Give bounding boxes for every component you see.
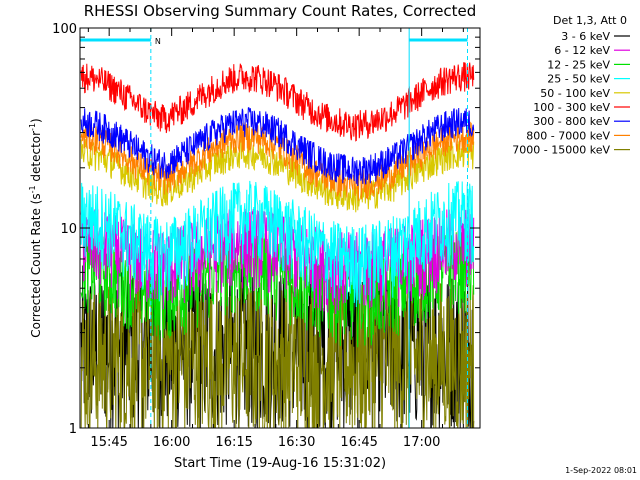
legend-label: 3 - 6 keV	[561, 30, 610, 43]
series-line	[80, 137, 475, 213]
legend-label: 300 - 800 keV	[533, 115, 610, 128]
x-tick-label: 16:15	[215, 435, 252, 450]
series-line	[80, 208, 475, 315]
series-line	[80, 180, 475, 308]
legend-header: Det 1,3, Att 0	[553, 14, 627, 27]
legend-label: 800 - 7000 keV	[526, 129, 610, 142]
y-tick-label: 1	[69, 422, 77, 437]
legend-label: 50 - 100 keV	[540, 87, 610, 100]
x-tick-label: 15:45	[90, 435, 127, 450]
x-tick-label: 16:00	[153, 435, 190, 450]
legend-label: 12 - 25 keV	[547, 58, 610, 71]
series-line	[80, 275, 475, 428]
y-tick-label: 100	[52, 22, 77, 37]
y-axis-label: Corrected Count Rate (s-1 detector-1)	[28, 118, 43, 337]
legend-label: 7000 - 15000 keV	[512, 144, 610, 157]
night-label: N	[155, 37, 161, 46]
data-layer	[80, 62, 475, 428]
y-tick-label: 10	[60, 222, 77, 237]
series-line	[80, 62, 475, 142]
x-tick-label: 17:00	[403, 435, 440, 450]
x-tick-label: 16:30	[278, 435, 315, 450]
timestamp: 1-Sep-2022 08:01	[565, 466, 637, 475]
series-line	[80, 121, 475, 201]
chart-title: RHESSI Observing Summary Count Rates, Co…	[84, 2, 477, 20]
legend-label: 25 - 50 keV	[547, 73, 610, 86]
series-line	[80, 106, 475, 187]
legend-label: 6 - 12 keV	[554, 44, 610, 57]
x-axis-label: Start Time (19-Aug-16 15:31:02)	[174, 456, 386, 471]
x-tick-label: 16:45	[340, 435, 377, 450]
axes: 15:45 16:00 16:15 16:30 16:45 17:00 1 10 100	[52, 22, 480, 450]
legend-label: 100 - 300 keV	[533, 101, 610, 114]
night-markers: N	[80, 28, 468, 428]
